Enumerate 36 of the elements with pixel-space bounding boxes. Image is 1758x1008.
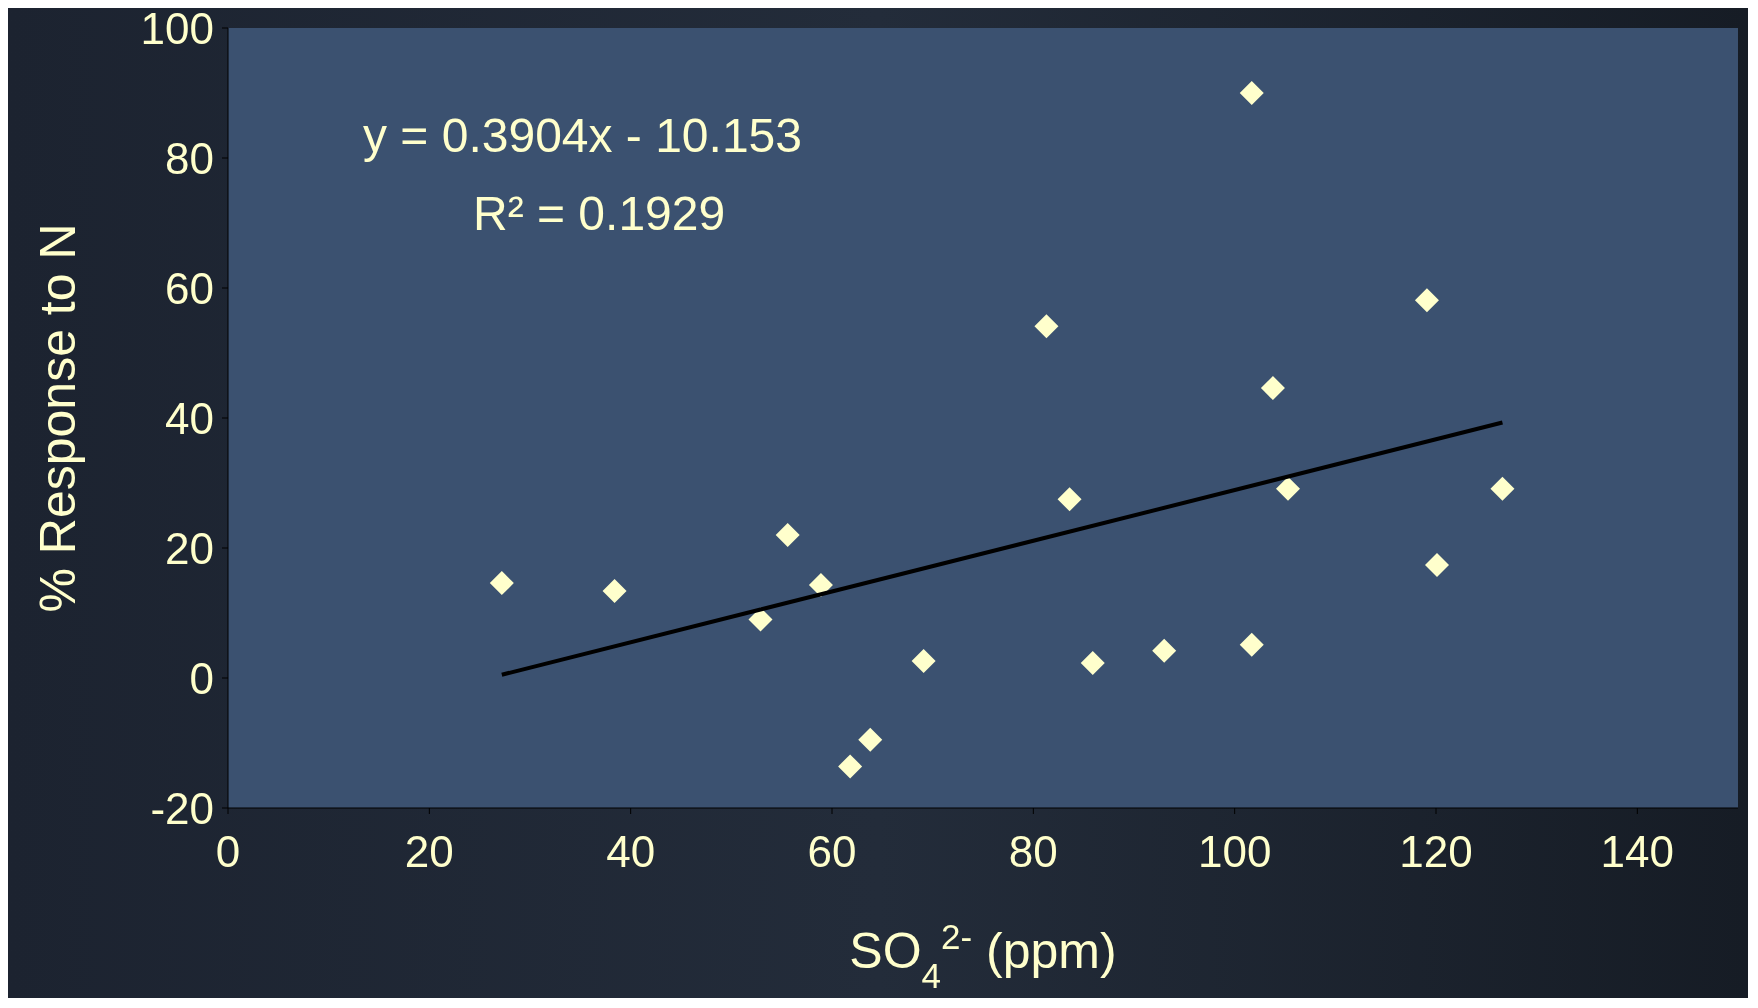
annotation: R² = 0.1929 bbox=[473, 186, 726, 241]
y-tick-label: 20 bbox=[165, 523, 214, 573]
x-axis-title: SO$_{4}$$^{2-}$ (ppm) bbox=[849, 916, 1117, 995]
x-tick-label: 140 bbox=[1600, 827, 1675, 877]
point bbox=[1057, 487, 1082, 512]
y-axis-title: % Response to N bbox=[30, 223, 86, 613]
point bbox=[1080, 651, 1105, 676]
point bbox=[1425, 552, 1450, 577]
point bbox=[1239, 81, 1264, 105]
x-tick-label: 100 bbox=[1197, 827, 1272, 877]
x-tick-label: 80 bbox=[1008, 827, 1058, 877]
y-tick-label: 80 bbox=[165, 133, 214, 183]
annotation: y = 0.3904x - 10.153 bbox=[363, 108, 802, 163]
point bbox=[858, 727, 883, 752]
y-tick-label: -20 bbox=[150, 783, 214, 833]
point bbox=[1276, 476, 1301, 501]
y-tick-label: 0 bbox=[189, 653, 214, 703]
x-tick-label: 60 bbox=[807, 827, 857, 877]
point bbox=[1490, 476, 1515, 501]
point bbox=[489, 571, 514, 596]
point bbox=[911, 649, 936, 674]
y-tick-label: 40 bbox=[165, 393, 214, 443]
x-tick-label: 20 bbox=[404, 827, 454, 877]
point bbox=[838, 754, 863, 779]
point bbox=[1152, 638, 1177, 663]
point bbox=[808, 573, 833, 598]
x-tick-label: 120 bbox=[1399, 827, 1473, 877]
point bbox=[1034, 314, 1059, 339]
point bbox=[1260, 376, 1285, 401]
point bbox=[1414, 288, 1439, 313]
x-tick-label: 40 bbox=[606, 827, 656, 877]
y-tick-label: 60 bbox=[165, 263, 214, 313]
y-tick-label: 100 bbox=[140, 3, 214, 53]
point bbox=[602, 578, 627, 603]
point bbox=[775, 523, 800, 547]
point bbox=[1239, 632, 1264, 657]
